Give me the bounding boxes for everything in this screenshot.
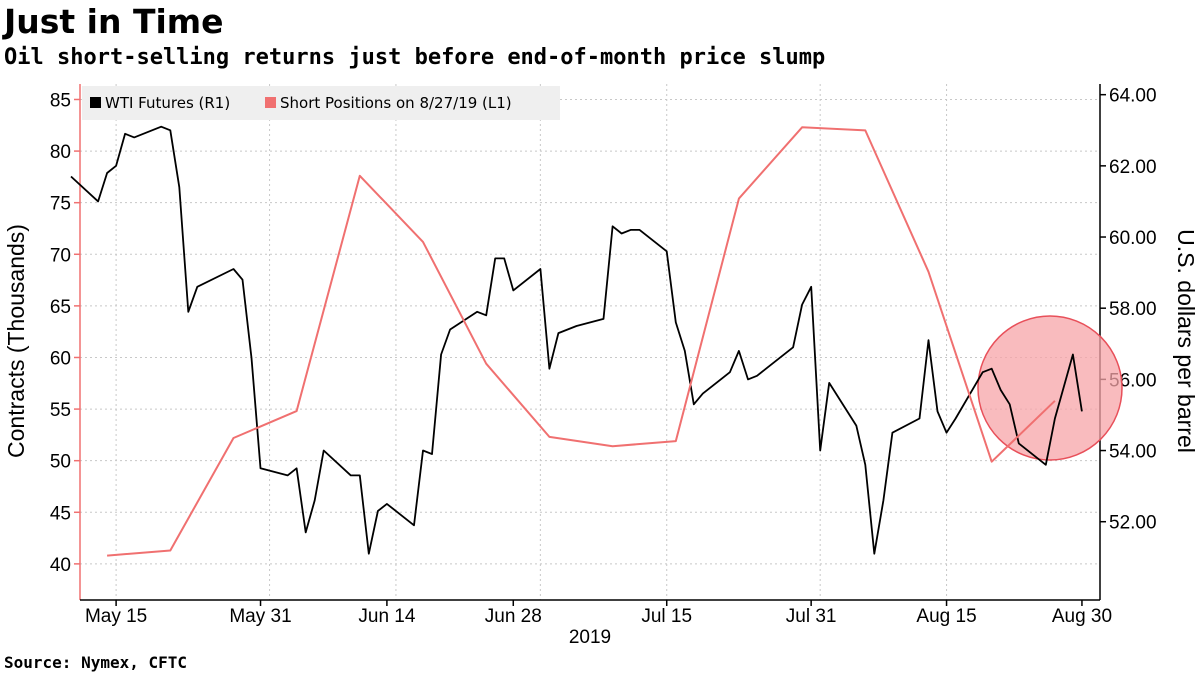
x-axis-year-label: 2019 (569, 627, 611, 648)
chart-axes (74, 84, 1106, 606)
x-tick-label: Aug 30 (1052, 606, 1112, 627)
y-left-tick-label: 85 (50, 90, 71, 111)
x-tick-label: Jun 14 (358, 606, 415, 627)
x-tick-label: May 15 (85, 606, 147, 627)
legend-entry-label: WTI Futures (R1) (105, 94, 230, 112)
y-left-tick-label: 60 (50, 348, 71, 369)
grid-lines (80, 84, 1101, 600)
y-left-tick-label: 75 (50, 194, 71, 215)
y-left-tick-label: 65 (50, 297, 71, 318)
y-right-tick-label: 64.00 (1109, 86, 1157, 107)
legend-background (82, 86, 560, 120)
x-tick-label: Jun 28 (485, 606, 542, 627)
series-line (70, 125, 1083, 555)
y-left-tick-label: 45 (50, 503, 71, 524)
y-right-tick-label: 62.00 (1109, 157, 1157, 178)
x-tick-label: Jul 15 (641, 606, 692, 627)
y-right-tick-label: 60.00 (1109, 228, 1157, 249)
y-left-tick-label: 55 (50, 400, 71, 421)
y-left-tick-label: 50 (50, 452, 71, 473)
y-right-tick-label: 54.00 (1109, 442, 1157, 463)
y-right-tick-label: 52.00 (1109, 513, 1157, 534)
y-axis-left-title: Contracts (Thousands) (3, 224, 29, 458)
legend-swatch (265, 97, 276, 108)
chart-subtitle: Oil short-selling returns just before en… (4, 45, 826, 70)
series-line (107, 126, 1056, 557)
series-lines (70, 125, 1083, 557)
x-tick-label: May 31 (229, 606, 291, 627)
legend-swatch (90, 97, 101, 108)
y-left-tick-label: 80 (50, 142, 71, 163)
chart-title: Just in Time (4, 2, 224, 41)
y-left-tick-label: 40 (50, 555, 71, 576)
y-axis-right-title: U.S. dollars per barrel (1173, 229, 1199, 453)
tick-labels: 4045505560657075808552.0054.0056.0058.00… (50, 86, 1157, 627)
chart-legend: WTI Futures (R1) Short Positions on 8/27/… (82, 86, 560, 120)
legend-entry-label: Short Positions on 8/27/19 (L1) (280, 94, 512, 112)
y-left-tick-label: 70 (50, 245, 71, 266)
x-tick-label: Jul 31 (786, 606, 837, 627)
x-tick-label: Aug 15 (916, 606, 976, 627)
y-right-tick-label: 58.00 (1109, 299, 1157, 320)
source-note: Source: Nymex, CFTC (4, 653, 188, 672)
